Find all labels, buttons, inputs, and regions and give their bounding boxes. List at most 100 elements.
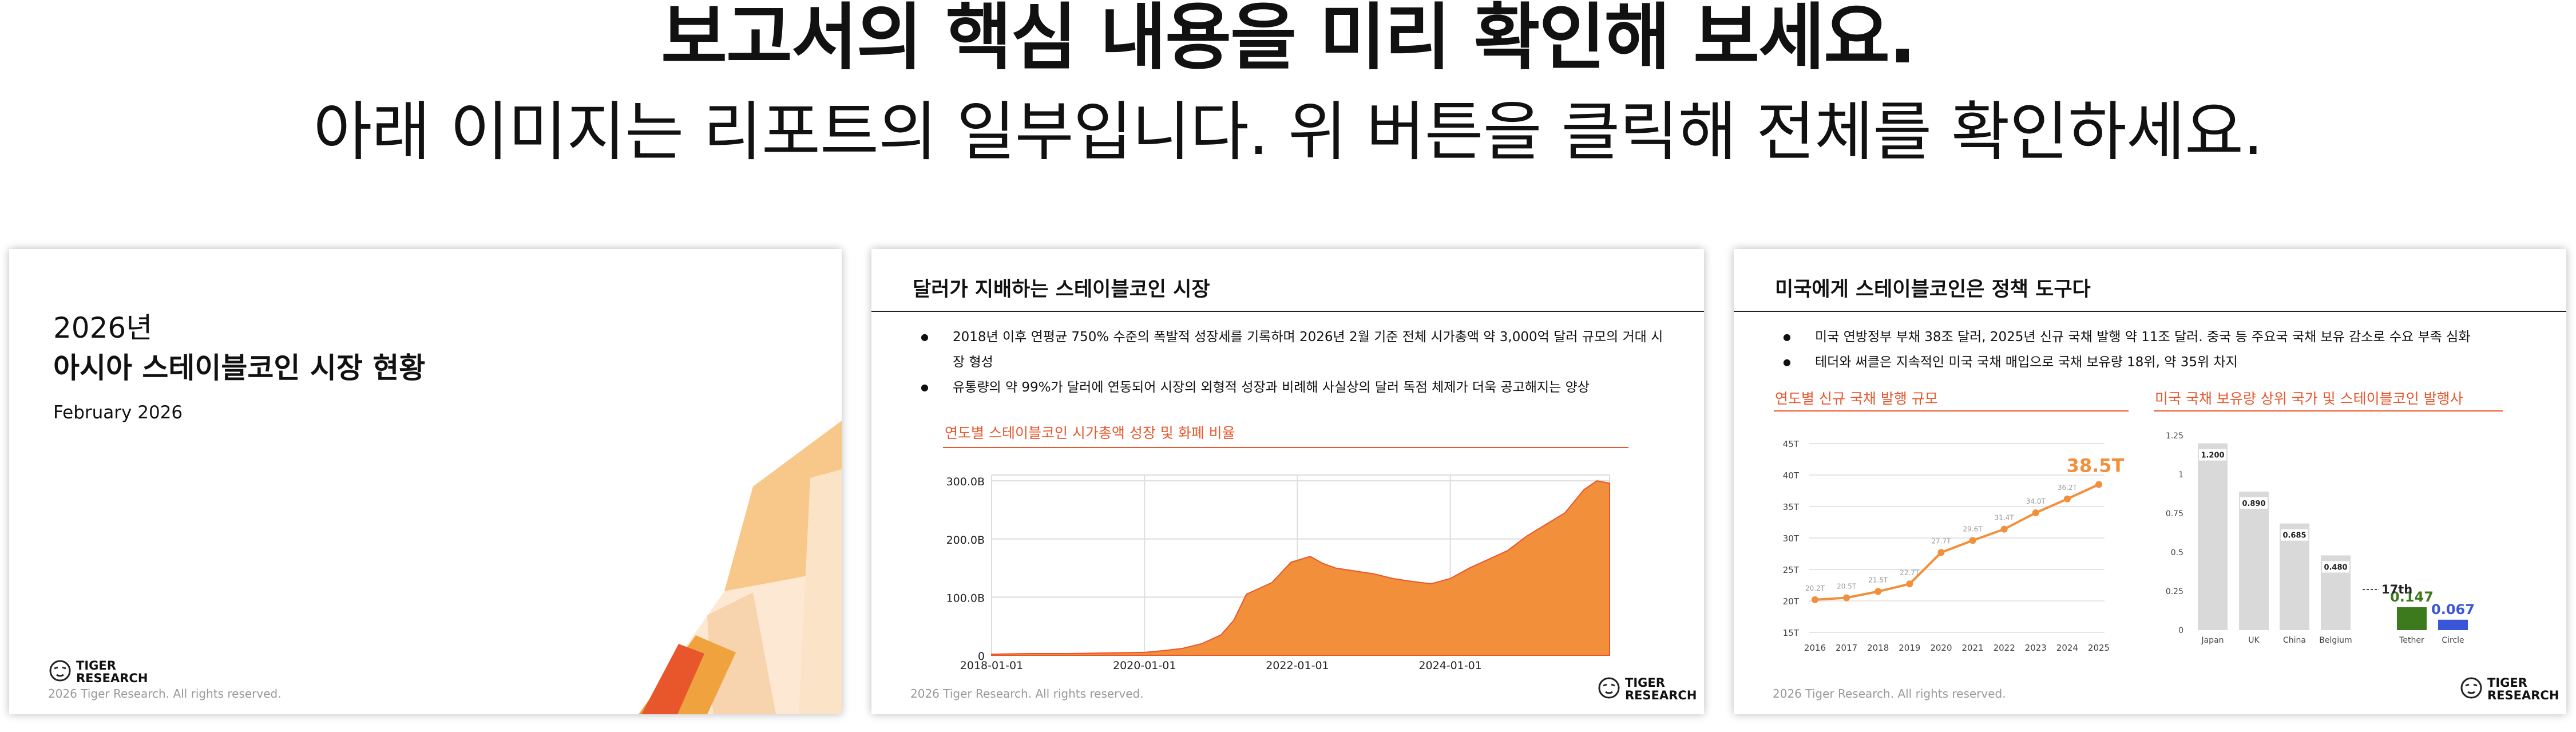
point-label: 20.2T xyxy=(1805,584,1825,592)
x-tick-label: 2017 xyxy=(1836,643,1857,653)
treasury-holders-bar-chart: 0 0.25 0.5 0.75 1 1.25 Japan 1.200 UK 0.890 China 0… xyxy=(2166,432,2475,645)
tiger-logo-icon xyxy=(2460,676,2483,702)
point-label: 27.7T xyxy=(1931,537,1951,545)
y-tick-label: 45T xyxy=(1783,439,1800,449)
data-point xyxy=(2032,509,2039,516)
x-tick-label: 2020 xyxy=(1930,643,1952,653)
point-label: 22.7T xyxy=(1900,568,1920,576)
x-tick-label: 2018 xyxy=(1867,643,1889,653)
value-label: 0.480 xyxy=(2324,563,2347,572)
slide-dollar-market[interactable]: 달러가 지배하는 스테이블코인 시장 2018년 이후 연평균 750% 수준의… xyxy=(871,249,1704,714)
tiger-logo-icon xyxy=(1598,676,1620,702)
cover-decoration xyxy=(639,421,842,714)
x-tick-label: Tether xyxy=(2399,636,2424,645)
x-tick-label: 2016 xyxy=(1804,643,1826,653)
x-tick-label: 2022 xyxy=(1994,643,2015,653)
value-label-box xyxy=(2322,561,2349,573)
tiger-logo-icon xyxy=(49,659,72,684)
value-label: 0.685 xyxy=(2282,532,2306,540)
value-label: 0.067 xyxy=(2431,602,2475,618)
value-label-box xyxy=(2281,529,2308,541)
slide-us-policy[interactable]: 미국에게 스테이블코인은 정책 도구다 미국 연방정부 부채 38조 달러, 2… xyxy=(1734,249,2566,714)
point-label: 21.5T xyxy=(1868,576,1888,584)
brand-logo: TIGER RESEARCH xyxy=(49,659,148,685)
copyright-text: 2026 Tiger Research. All rights reserved… xyxy=(910,687,1144,701)
right-chart-rule xyxy=(2154,410,2503,411)
y-tick-label: 200.0B xyxy=(946,534,985,547)
data-point xyxy=(2095,481,2102,488)
bar xyxy=(2438,619,2468,630)
data-point xyxy=(1969,537,1976,544)
y-tick-label: 40T xyxy=(1783,470,1800,481)
y-tick-label: 0.5 xyxy=(2171,548,2183,557)
point-label: 34.0T xyxy=(2026,497,2046,505)
slide-title: 미국에게 스테이블코인은 정책 도구다 xyxy=(1775,278,2091,301)
title-divider xyxy=(1734,311,2566,312)
x-tick-label: 2019 xyxy=(1899,643,1920,653)
logo-text: TIGER RESEARCH xyxy=(1625,676,1697,702)
x-tick-label: UK xyxy=(2248,636,2260,645)
x-tick-label: 2025 xyxy=(2088,643,2110,653)
y-tick-label: 15T xyxy=(1783,628,1800,638)
line-series xyxy=(1814,483,2099,601)
x-tick-label: Japan xyxy=(2201,636,2224,645)
x-tick-label: 2018-01-01 xyxy=(960,659,1023,672)
y-tick-label: 35T xyxy=(1783,502,1800,512)
data-point xyxy=(1843,594,1850,602)
cover-year: 2026년 xyxy=(53,311,153,345)
slide-cover[interactable]: 2026년 아시아 스테이블코인 시장 현황 February 2026 TIG… xyxy=(9,249,842,714)
point-label: 38.5T xyxy=(2067,455,2125,477)
page-headline: 보고서의 핵심 내용을 미리 확인해 보세요. xyxy=(661,0,1916,80)
y-tick-label: 0 xyxy=(2178,626,2183,635)
x-tick-label: 2024-01-01 xyxy=(1418,659,1481,672)
chart-title-rule xyxy=(943,447,1628,448)
copyright-text: 2026 Tiger Research. All rights reserved… xyxy=(48,687,282,701)
y-tick-label: 20T xyxy=(1783,596,1800,607)
value-label: 1.200 xyxy=(2201,452,2224,460)
bar xyxy=(2198,443,2228,630)
data-point xyxy=(2063,495,2071,502)
logo-text: TIGER RESEARCH xyxy=(76,659,148,685)
y-tick-label: 300.0B xyxy=(946,476,985,488)
page-subheadline: 아래 이미지는 리포트의 일부입니다. 위 버튼을 클릭해 전체를 확인하세요. xyxy=(313,95,2263,169)
bar xyxy=(2397,607,2427,630)
x-tick-label: China xyxy=(2283,636,2306,645)
y-tick-label: 100.0B xyxy=(946,592,985,604)
y-tick-label: 1.25 xyxy=(2166,432,2183,441)
slide-title: 달러가 지배하는 스테이블코인 시장 xyxy=(913,278,1210,301)
bar xyxy=(2239,491,2269,630)
value-label: 0.890 xyxy=(2242,500,2265,508)
y-tick-label: 0.75 xyxy=(2166,509,2183,519)
right-chart-title: 미국 국채 보유량 상위 국가 및 스테이블코인 발행사 xyxy=(2155,390,2463,407)
logo-text: TIGER RESEARCH xyxy=(2487,676,2559,702)
bullet-list: 미국 연방정부 부채 38조 달러, 2025년 신규 국채 발행 약 11조 … xyxy=(1775,325,2536,375)
treasury-issuance-line-chart: 15T 20T 25T 30T 35T 40T 45T 2016 2017 2018 2019 202… xyxy=(1783,439,2125,653)
bullet-item: 미국 연방정부 부채 38조 달러, 2025년 신규 국채 발행 약 11조 … xyxy=(1775,325,2536,350)
y-tick-label: 0 xyxy=(978,650,985,663)
x-tick-label: Circle xyxy=(2442,636,2464,645)
point-label: 29.6T xyxy=(1963,525,1983,533)
y-tick-label: 1 xyxy=(2178,470,2183,480)
x-tick-label: 2024 xyxy=(2056,643,2078,653)
chart-title: 연도별 스테이블코인 시가총액 성장 및 화폐 비율 xyxy=(945,425,1235,441)
bullet-item: 유통량의 약 99%가 달러에 연동되어 시장의 외형적 성장과 비례해 사실상… xyxy=(913,375,1674,400)
cover-date: February 2026 xyxy=(53,402,183,423)
data-point xyxy=(1874,588,1882,595)
data-point xyxy=(1937,549,1945,556)
x-tick-label: 2022-01-01 xyxy=(1266,659,1329,672)
brand-logo: TIGER RESEARCH xyxy=(1598,676,1697,702)
x-tick-label: 2020-01-01 xyxy=(1113,659,1176,672)
value-label: 0.147 xyxy=(2390,589,2434,605)
y-tick-label: 0.25 xyxy=(2166,587,2183,596)
point-label: 36.2T xyxy=(2058,484,2078,492)
bullet-item: 테더와 써클은 지속적인 미국 국채 매입으로 국채 보유량 18위, 약 35… xyxy=(1775,350,2536,375)
data-point xyxy=(1812,596,1818,603)
bullet-list: 2018년 이후 연평균 750% 수준의 폭발적 성장세를 기록하며 2026… xyxy=(913,325,1674,400)
copyright-text: 2026 Tiger Research. All rights reserved… xyxy=(1773,687,2006,701)
market-cap-area-chart: 0 100.0B 200.0B 300.0B 2018-01-01 2020-01-01 2… xyxy=(946,474,1610,672)
point-label: 31.4T xyxy=(1995,514,2015,522)
value-label-box xyxy=(2199,449,2226,461)
y-tick-label: 30T xyxy=(1783,533,1800,544)
bullet-item: 2018년 이후 연평균 750% 수준의 폭발적 성장세를 기록하며 2026… xyxy=(913,325,1674,375)
data-point xyxy=(1906,580,1913,588)
